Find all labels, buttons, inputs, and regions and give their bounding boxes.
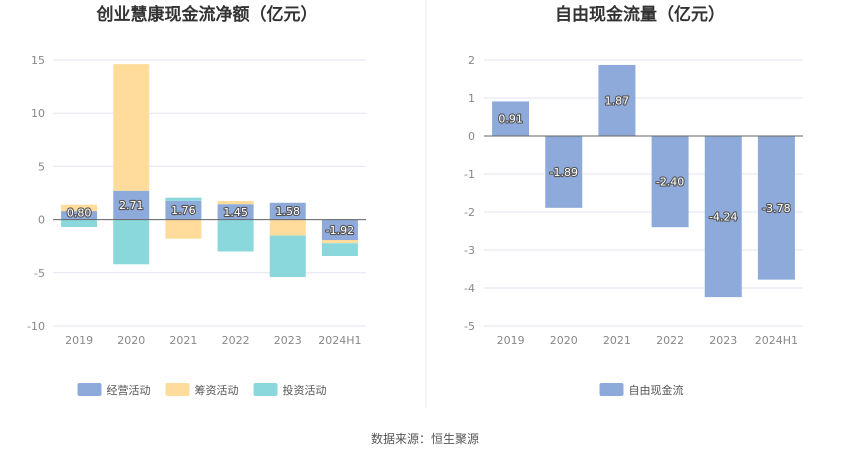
data-source: 数据来源：恒生聚源 bbox=[371, 431, 479, 446]
legend-item-自由现金流[interactable]: 自由现金流 bbox=[599, 383, 684, 397]
y-tick-label: 15 bbox=[31, 54, 45, 67]
bar-投资活动-2021 bbox=[165, 197, 202, 201]
y-tick-label: -5 bbox=[464, 320, 475, 333]
data-label: -1.92 bbox=[326, 224, 354, 237]
chart-title-left: 创业慧康现金流净额（亿元） bbox=[96, 4, 318, 25]
y-tick-label: 1 bbox=[468, 92, 475, 105]
bar-投资活动-2019 bbox=[61, 219, 98, 228]
data-label: 1.58 bbox=[276, 205, 301, 218]
data-label: 0.80 bbox=[67, 207, 92, 220]
data-label: 0.91 bbox=[498, 113, 523, 126]
x-tick-label: 2021 bbox=[169, 334, 197, 347]
bar-投资活动-2024H1 bbox=[321, 243, 358, 256]
data-label: -1.89 bbox=[550, 166, 578, 179]
bar-自由现金流-2022 bbox=[651, 136, 689, 228]
cash-flow-net-chart: 创业慧康现金流净额（亿元） 15 10 5 0 -5 -10 2019 2020 2021 202… bbox=[27, 4, 366, 397]
bar-经营活动-2020 bbox=[113, 190, 150, 220]
y-tick-label: 2 bbox=[468, 54, 475, 67]
data-label: -3.78 bbox=[762, 202, 790, 215]
bar-投资活动-2023 bbox=[269, 235, 306, 278]
bar-自由现金流-2021 bbox=[598, 64, 636, 136]
data-label: 1.45 bbox=[223, 206, 248, 219]
data-label: 1.76 bbox=[171, 204, 196, 217]
legend-item-经营活动[interactable]: 经营活动 bbox=[77, 383, 151, 397]
bar-自由现金流-2023 bbox=[704, 136, 742, 298]
free-cash-flow-chart: 自由现金流量（亿元） 2 1 0 -1 -2 -3 -4 -5 2019 2020 2021 2022… bbox=[464, 4, 803, 397]
bar-经营活动-2022 bbox=[217, 204, 254, 220]
x-tick-label: 2021 bbox=[603, 334, 631, 347]
y-tick-label: -10 bbox=[27, 320, 45, 333]
y-tick-label: -5 bbox=[34, 267, 45, 280]
x-tick-label: 2019 bbox=[497, 334, 525, 347]
bar-投资活动-2022 bbox=[217, 219, 254, 252]
data-label: 1.87 bbox=[605, 94, 630, 107]
bar-经营活动-2021 bbox=[165, 200, 202, 220]
y-tick-label: 0 bbox=[468, 130, 475, 143]
legend-swatch bbox=[599, 383, 624, 396]
bar-筹资活动-2023 bbox=[269, 219, 306, 236]
bar-经营活动-2024H1 bbox=[321, 219, 358, 241]
data-label: -4.24 bbox=[709, 211, 737, 224]
x-tick-label: 2023 bbox=[274, 334, 302, 347]
x-tick-label: 2020 bbox=[117, 334, 145, 347]
y-tick-label: 0 bbox=[38, 214, 45, 227]
x-tick-label: 2022 bbox=[222, 334, 250, 347]
legend-swatch bbox=[165, 383, 190, 396]
bar-筹资活动-2022 bbox=[217, 200, 254, 205]
bar-经营活动-2023 bbox=[269, 202, 306, 220]
bar-筹资活动-2019 bbox=[61, 204, 98, 212]
chart-title-right: 自由现金流量（亿元） bbox=[555, 4, 725, 25]
bar-投资活动-2020 bbox=[113, 219, 150, 265]
y-tick-label: -2 bbox=[464, 206, 475, 219]
legend-item-筹资活动[interactable]: 筹资活动 bbox=[165, 383, 239, 397]
y-tick-label: 10 bbox=[31, 107, 45, 120]
legend-swatch bbox=[253, 383, 278, 396]
bar-自由现金流-2019 bbox=[492, 101, 530, 136]
x-tick-label: 2024H1 bbox=[755, 334, 798, 347]
x-tick-label: 2020 bbox=[550, 334, 578, 347]
bar-自由现金流-2024H1 bbox=[757, 136, 795, 280]
bar-自由现金流-2020 bbox=[545, 136, 583, 208]
y-tick-label: -3 bbox=[464, 244, 475, 257]
legend-item-投资活动[interactable]: 投资活动 bbox=[253, 383, 327, 397]
legend-label: 筹资活动 bbox=[195, 383, 239, 397]
x-tick-label: 2019 bbox=[65, 334, 93, 347]
legend-label: 经营活动 bbox=[107, 383, 151, 397]
bar-筹资活动-2024H1 bbox=[321, 240, 358, 244]
legend-swatch bbox=[77, 383, 102, 396]
legend-label: 自由现金流 bbox=[629, 383, 684, 397]
y-tick-label: -1 bbox=[464, 168, 475, 181]
bar-筹资活动-2021 bbox=[165, 219, 202, 239]
x-tick-label: 2024H1 bbox=[318, 334, 361, 347]
data-label: -2.40 bbox=[656, 176, 684, 189]
x-tick-label: 2023 bbox=[709, 334, 737, 347]
legend-label: 投资活动 bbox=[283, 383, 327, 397]
bar-经营活动-2019 bbox=[61, 211, 98, 220]
data-label: 2.71 bbox=[119, 199, 144, 212]
y-tick-label: -4 bbox=[464, 282, 475, 295]
bar-筹资活动-2020 bbox=[113, 64, 150, 191]
y-tick-label: 5 bbox=[38, 160, 45, 173]
x-tick-label: 2022 bbox=[656, 334, 684, 347]
